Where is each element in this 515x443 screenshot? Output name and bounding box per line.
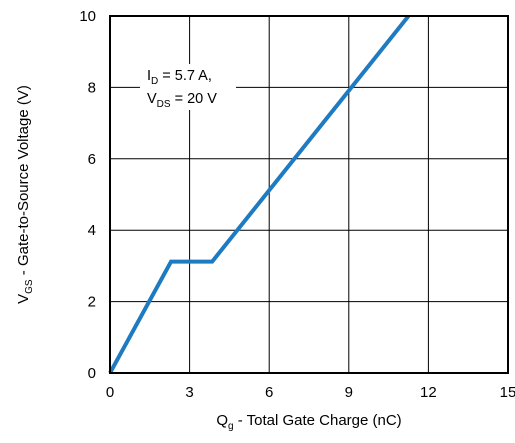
annotation-2-rest: = 20 V xyxy=(171,91,218,107)
x-tick-label: 3 xyxy=(185,384,193,401)
annotation-2-main: V xyxy=(147,91,157,107)
plot-frame xyxy=(109,15,509,374)
x-tick-label: 9 xyxy=(345,384,353,401)
annotation-1-rest: = 5.7 A, xyxy=(158,68,212,84)
x-tick-label: 15 xyxy=(500,384,515,401)
annotation-2-sub: DS xyxy=(157,99,171,110)
annotation-background xyxy=(140,64,236,110)
annotation-line-drain-current: ID = 5.7 A, xyxy=(147,68,212,87)
y-tick-label: 2 xyxy=(88,294,96,311)
y-axis-label-sub: GS xyxy=(24,279,35,294)
x-axis-label-sub: g xyxy=(228,421,234,432)
y-axis-label-rest: - Gate-to-Source Voltage (V) xyxy=(15,85,32,279)
annotation-line-drain-source-voltage: VDS = 20 V xyxy=(147,91,217,110)
y-axis-label-main: V xyxy=(15,294,32,304)
series-group xyxy=(108,14,411,374)
y-tick-label: 10 xyxy=(79,8,96,25)
y-tick-labels: 0 2 4 6 8 10 xyxy=(79,8,96,382)
y-axis-label: VGS - Gate-to-Source Voltage (V) xyxy=(15,85,35,304)
y-tick-label: 0 xyxy=(88,365,96,382)
x-axis-label: Qg - Total Gate Charge (nC) xyxy=(216,412,401,432)
y-tick-label: 8 xyxy=(88,79,96,96)
x-axis-label-main: Q xyxy=(216,412,228,429)
gate-charge-curve xyxy=(108,14,411,374)
y-tick-label: 4 xyxy=(88,222,96,239)
x-tick-label: 0 xyxy=(106,384,114,401)
x-tick-label: 12 xyxy=(420,384,437,401)
x-axis-label-rest: - Total Gate Charge (nC) xyxy=(234,412,402,429)
annotation-box: ID = 5.7 A, VDS = 20 V xyxy=(140,64,236,110)
annotation-1-sub: D xyxy=(151,76,158,87)
y-tick-label: 6 xyxy=(88,151,96,168)
x-tick-labels: 0 3 6 9 12 15 xyxy=(106,384,515,401)
x-tick-label: 6 xyxy=(265,384,273,401)
annotation-1-main: I xyxy=(147,68,151,84)
